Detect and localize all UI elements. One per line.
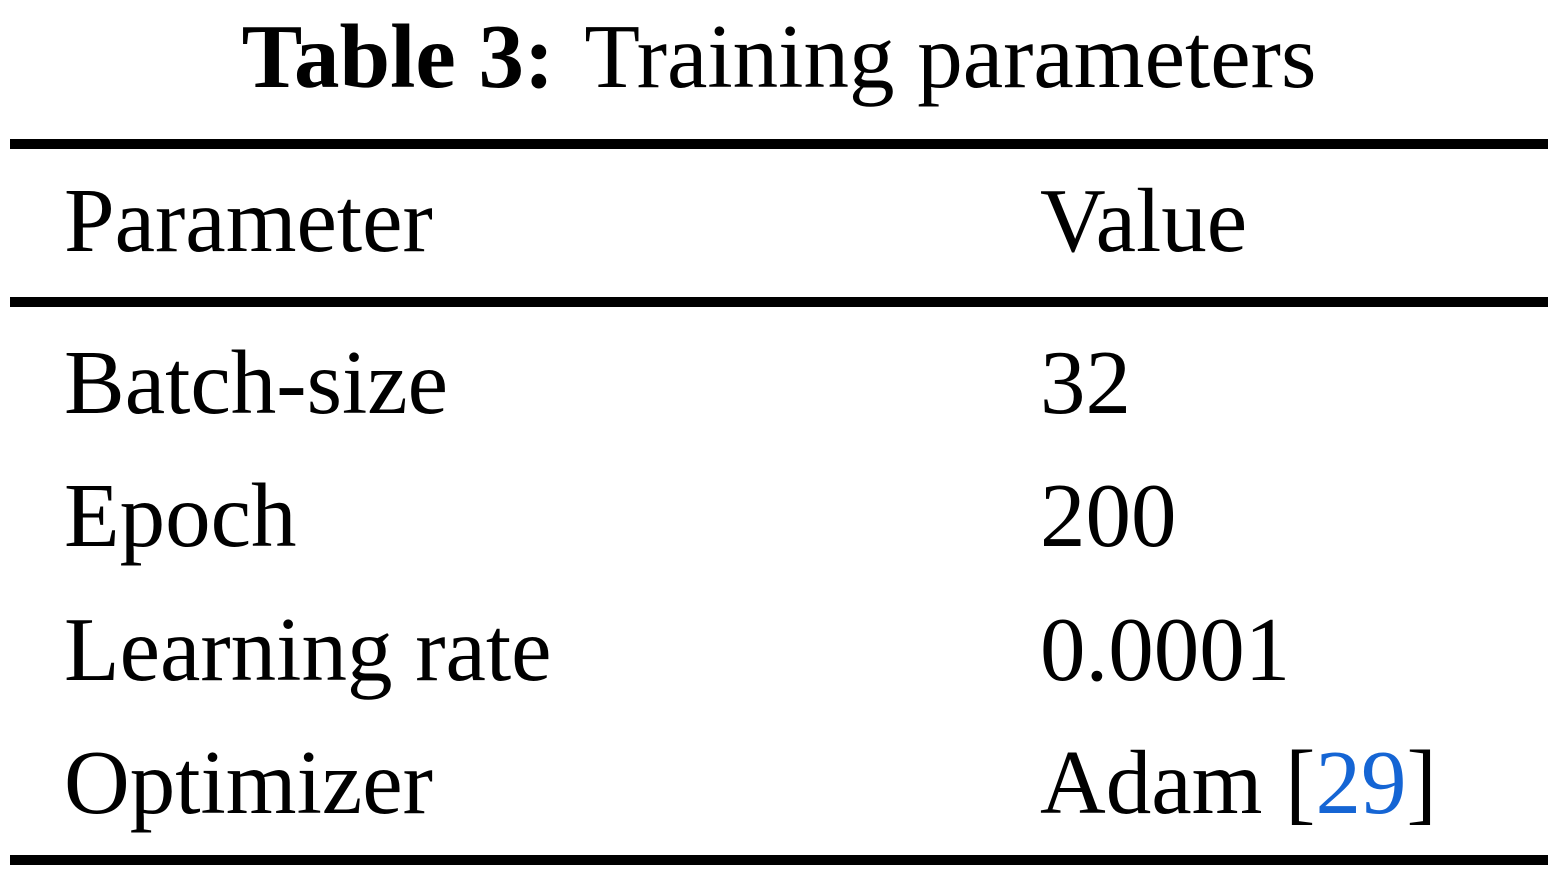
table-header-row: Parameter Value (0, 163, 1558, 279)
table-row-optimizer: Optimizer Adam [29] (0, 725, 1558, 841)
table-header-rule (10, 297, 1548, 307)
table-bottom-rule (10, 855, 1548, 865)
table-caption-text: Training parameters (584, 6, 1317, 107)
table-row-batch-size: Batch-size 32 (0, 325, 1558, 441)
value-text-post: ] (1406, 732, 1437, 833)
citation-link-29[interactable]: 29 (1315, 732, 1407, 833)
column-header-parameter: Parameter (64, 170, 433, 271)
value-cell: 32 (1040, 332, 1131, 433)
value-cell: 200 (1040, 465, 1177, 566)
table-row-epoch: Epoch 200 (0, 458, 1558, 574)
param-cell: Epoch (64, 465, 297, 566)
value-cell: 0.0001 (1040, 599, 1291, 700)
table-caption-label: Table 3: (241, 6, 555, 107)
param-cell: Batch-size (64, 332, 449, 433)
value-text-pre: Adam [ (1040, 732, 1316, 833)
value-cell: Adam [29] (1040, 725, 1437, 841)
param-cell: Learning rate (64, 599, 552, 700)
param-cell: Optimizer (64, 732, 433, 833)
table-caption: Table 3: Training parameters (0, 0, 1558, 114)
column-header-value: Value (1040, 170, 1248, 271)
table-top-rule (10, 139, 1548, 149)
table-row-learning-rate: Learning rate 0.0001 (0, 592, 1558, 708)
